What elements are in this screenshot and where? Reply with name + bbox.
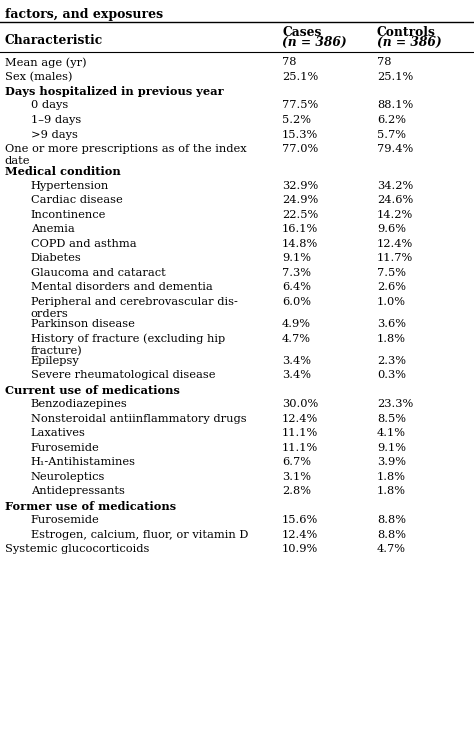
Text: 78: 78 xyxy=(282,57,297,67)
Text: 6.4%: 6.4% xyxy=(282,283,311,292)
Text: Neuroleptics: Neuroleptics xyxy=(31,472,105,482)
Text: 4.1%: 4.1% xyxy=(377,428,406,439)
Text: 15.6%: 15.6% xyxy=(282,515,318,526)
Text: One or more prescriptions as of the index
date: One or more prescriptions as of the inde… xyxy=(5,144,246,166)
Text: 12.4%: 12.4% xyxy=(377,238,413,249)
Text: Characteristic: Characteristic xyxy=(5,34,103,47)
Text: 1.8%: 1.8% xyxy=(377,486,406,496)
Text: 8.8%: 8.8% xyxy=(377,530,406,540)
Text: 8.5%: 8.5% xyxy=(377,414,406,424)
Text: Severe rheumatological disease: Severe rheumatological disease xyxy=(31,370,215,381)
Text: History of fracture (excluding hip
fracture): History of fracture (excluding hip fract… xyxy=(31,333,225,356)
Text: 4.9%: 4.9% xyxy=(282,319,311,329)
Text: 11.1%: 11.1% xyxy=(282,443,318,453)
Text: 1.8%: 1.8% xyxy=(377,333,406,344)
Text: 15.3%: 15.3% xyxy=(282,130,318,140)
Text: Incontinence: Incontinence xyxy=(31,210,106,220)
Text: 8.8%: 8.8% xyxy=(377,515,406,526)
Text: 3.4%: 3.4% xyxy=(282,356,311,366)
Text: Anemia: Anemia xyxy=(31,224,74,234)
Text: Controls: Controls xyxy=(377,26,436,39)
Text: 9.1%: 9.1% xyxy=(377,443,406,453)
Text: 5.7%: 5.7% xyxy=(377,130,406,140)
Text: Days hospitalized in previous year: Days hospitalized in previous year xyxy=(5,86,223,97)
Text: Cases: Cases xyxy=(282,26,321,39)
Text: 14.2%: 14.2% xyxy=(377,210,413,220)
Text: 77.0%: 77.0% xyxy=(282,144,318,154)
Text: 2.3%: 2.3% xyxy=(377,356,406,366)
Text: 6.2%: 6.2% xyxy=(377,115,406,125)
Text: Glaucoma and cataract: Glaucoma and cataract xyxy=(31,268,165,277)
Text: Mental disorders and dementia: Mental disorders and dementia xyxy=(31,283,212,292)
Text: 77.5%: 77.5% xyxy=(282,101,318,110)
Text: Epilepsy: Epilepsy xyxy=(31,356,80,366)
Text: 1.0%: 1.0% xyxy=(377,297,406,307)
Text: Nonsteroidal antiinflammatory drugs: Nonsteroidal antiinflammatory drugs xyxy=(31,414,246,424)
Text: Hypertension: Hypertension xyxy=(31,181,109,191)
Text: 25.1%: 25.1% xyxy=(282,71,318,82)
Text: Furosemide: Furosemide xyxy=(31,443,100,453)
Text: 2.8%: 2.8% xyxy=(282,486,311,496)
Text: Diabetes: Diabetes xyxy=(31,253,82,263)
Text: 3.1%: 3.1% xyxy=(282,472,311,482)
Text: 78: 78 xyxy=(377,57,392,67)
Text: COPD and asthma: COPD and asthma xyxy=(31,238,137,249)
Text: 1–9 days: 1–9 days xyxy=(31,115,81,125)
Text: >9 days: >9 days xyxy=(31,130,78,140)
Text: (n = 386): (n = 386) xyxy=(377,36,441,49)
Text: 32.9%: 32.9% xyxy=(282,181,318,191)
Text: 12.4%: 12.4% xyxy=(282,414,318,424)
Text: Laxatives: Laxatives xyxy=(31,428,86,439)
Text: 34.2%: 34.2% xyxy=(377,181,413,191)
Text: Systemic glucocorticoids: Systemic glucocorticoids xyxy=(5,545,149,554)
Text: 24.9%: 24.9% xyxy=(282,195,318,205)
Text: 24.6%: 24.6% xyxy=(377,195,413,205)
Text: 0.3%: 0.3% xyxy=(377,370,406,381)
Text: 3.6%: 3.6% xyxy=(377,319,406,329)
Text: (n = 386): (n = 386) xyxy=(282,36,346,49)
Text: 25.1%: 25.1% xyxy=(377,71,413,82)
Text: Sex (males): Sex (males) xyxy=(5,71,72,82)
Text: 0 days: 0 days xyxy=(31,101,68,110)
Text: 6.0%: 6.0% xyxy=(282,297,311,307)
Text: 9.6%: 9.6% xyxy=(377,224,406,234)
Text: 4.7%: 4.7% xyxy=(282,333,311,344)
Text: 79.4%: 79.4% xyxy=(377,144,413,154)
Text: 30.0%: 30.0% xyxy=(282,400,318,409)
Text: 2.6%: 2.6% xyxy=(377,283,406,292)
Text: 1.8%: 1.8% xyxy=(377,472,406,482)
Text: 23.3%: 23.3% xyxy=(377,400,413,409)
Text: factors, and exposures: factors, and exposures xyxy=(5,8,163,21)
Text: Antidepressants: Antidepressants xyxy=(31,486,125,496)
Text: Peripheral and cerebrovascular dis-
orders: Peripheral and cerebrovascular dis- orde… xyxy=(31,297,237,319)
Text: 11.1%: 11.1% xyxy=(282,428,318,439)
Text: H₁-Antihistamines: H₁-Antihistamines xyxy=(31,457,136,467)
Text: 16.1%: 16.1% xyxy=(282,224,318,234)
Text: Cardiac disease: Cardiac disease xyxy=(31,195,123,205)
Text: 6.7%: 6.7% xyxy=(282,457,311,467)
Text: 88.1%: 88.1% xyxy=(377,101,413,110)
Text: 5.2%: 5.2% xyxy=(282,115,311,125)
Text: 3.9%: 3.9% xyxy=(377,457,406,467)
Text: Estrogen, calcium, fluor, or vitamin D: Estrogen, calcium, fluor, or vitamin D xyxy=(31,530,248,540)
Text: Former use of medications: Former use of medications xyxy=(5,501,176,512)
Text: Current use of medications: Current use of medications xyxy=(5,385,180,396)
Text: Parkinson disease: Parkinson disease xyxy=(31,319,135,329)
Text: 4.7%: 4.7% xyxy=(377,545,406,554)
Text: Medical condition: Medical condition xyxy=(5,166,120,177)
Text: 7.5%: 7.5% xyxy=(377,268,406,277)
Text: 7.3%: 7.3% xyxy=(282,268,311,277)
Text: 22.5%: 22.5% xyxy=(282,210,318,220)
Text: 14.8%: 14.8% xyxy=(282,238,318,249)
Text: 10.9%: 10.9% xyxy=(282,545,318,554)
Text: Benzodiazepines: Benzodiazepines xyxy=(31,400,128,409)
Text: 3.4%: 3.4% xyxy=(282,370,311,381)
Text: Mean age (yr): Mean age (yr) xyxy=(5,57,86,68)
Text: 11.7%: 11.7% xyxy=(377,253,413,263)
Text: 12.4%: 12.4% xyxy=(282,530,318,540)
Text: Furosemide: Furosemide xyxy=(31,515,100,526)
Text: 9.1%: 9.1% xyxy=(282,253,311,263)
